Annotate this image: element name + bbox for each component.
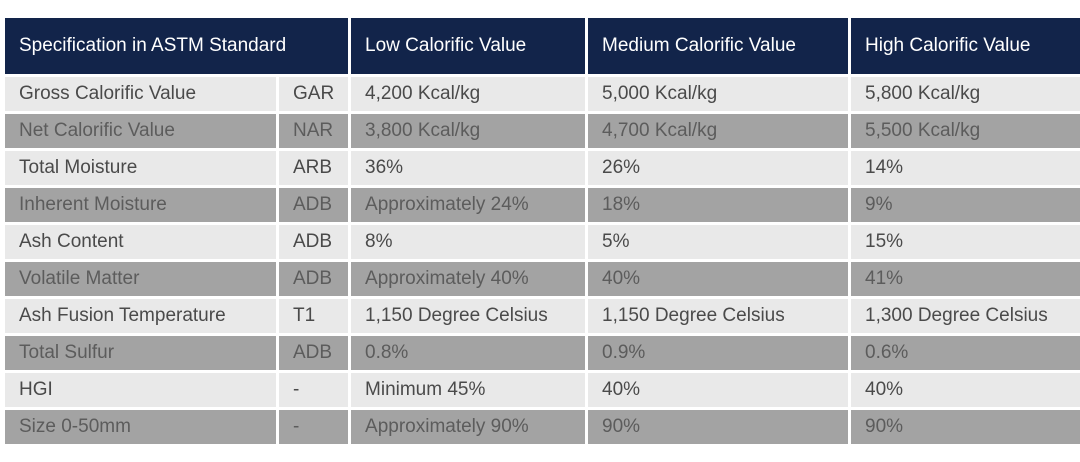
- cell-medium: 90%: [588, 410, 849, 444]
- cell-low: Approximately 40%: [351, 262, 586, 296]
- cell-spec: HGI: [5, 373, 276, 407]
- cell-high: 5,800 Kcal/kg: [851, 77, 1080, 111]
- table-row: Volatile Matter ADB Approximately 40% 40…: [5, 262, 1080, 296]
- cell-low: 8%: [351, 225, 586, 259]
- coal-spec-table: Specification in ASTM Standard Low Calor…: [2, 15, 1080, 447]
- cell-low: 1,150 Degree Celsius: [351, 299, 586, 333]
- cell-medium: 26%: [588, 151, 849, 185]
- table-row: HGI - Minimum 45% 40% 40%: [5, 373, 1080, 407]
- cell-high: 40%: [851, 373, 1080, 407]
- cell-low: 3,800 Kcal/kg: [351, 114, 586, 148]
- cell-spec: Volatile Matter: [5, 262, 276, 296]
- cell-low: 36%: [351, 151, 586, 185]
- cell-medium: 18%: [588, 188, 849, 222]
- header-low-calorific: Low Calorific Value: [351, 18, 586, 74]
- table-row: Inherent Moisture ADB Approximately 24% …: [5, 188, 1080, 222]
- cell-spec: Inherent Moisture: [5, 188, 276, 222]
- header-specification: Specification in ASTM Standard: [5, 18, 349, 74]
- cell-basis: ADB: [279, 188, 349, 222]
- cell-basis: ARB: [279, 151, 349, 185]
- cell-medium: 1,150 Degree Celsius: [588, 299, 849, 333]
- cell-high: 15%: [851, 225, 1080, 259]
- cell-low: Approximately 24%: [351, 188, 586, 222]
- table-row: Gross Calorific Value GAR 4,200 Kcal/kg …: [5, 77, 1080, 111]
- table-row: Ash Fusion Temperature T1 1,150 Degree C…: [5, 299, 1080, 333]
- table-header-row: Specification in ASTM Standard Low Calor…: [5, 18, 1080, 74]
- cell-basis: ADB: [279, 262, 349, 296]
- cell-spec: Size 0-50mm: [5, 410, 276, 444]
- cell-high: 5,500 Kcal/kg: [851, 114, 1080, 148]
- cell-high: 1,300 Degree Celsius: [851, 299, 1080, 333]
- cell-high: 9%: [851, 188, 1080, 222]
- cell-spec: Total Moisture: [5, 151, 276, 185]
- cell-low: Approximately 90%: [351, 410, 586, 444]
- cell-spec: Ash Fusion Temperature: [5, 299, 276, 333]
- cell-low: 0.8%: [351, 336, 586, 370]
- cell-medium: 40%: [588, 262, 849, 296]
- cell-low: 4,200 Kcal/kg: [351, 77, 586, 111]
- cell-basis: -: [279, 373, 349, 407]
- cell-high: 14%: [851, 151, 1080, 185]
- table-row: Net Calorific Value NAR 3,800 Kcal/kg 4,…: [5, 114, 1080, 148]
- cell-basis: ADB: [279, 336, 349, 370]
- cell-medium: 40%: [588, 373, 849, 407]
- cell-spec: Gross Calorific Value: [5, 77, 276, 111]
- cell-spec: Ash Content: [5, 225, 276, 259]
- cell-basis: T1: [279, 299, 349, 333]
- cell-spec: Net Calorific Value: [5, 114, 276, 148]
- table-row: Total Moisture ARB 36% 26% 14%: [5, 151, 1080, 185]
- cell-basis: NAR: [279, 114, 349, 148]
- cell-high: 41%: [851, 262, 1080, 296]
- cell-medium: 4,700 Kcal/kg: [588, 114, 849, 148]
- cell-low: Minimum 45%: [351, 373, 586, 407]
- cell-high: 90%: [851, 410, 1080, 444]
- cell-basis: -: [279, 410, 349, 444]
- cell-medium: 0.9%: [588, 336, 849, 370]
- table-row: Total Sulfur ADB 0.8% 0.9% 0.6%: [5, 336, 1080, 370]
- cell-spec: Total Sulfur: [5, 336, 276, 370]
- cell-medium: 5%: [588, 225, 849, 259]
- table-row: Ash Content ADB 8% 5% 15%: [5, 225, 1080, 259]
- header-high-calorific: High Calorific Value: [851, 18, 1080, 74]
- cell-medium: 5,000 Kcal/kg: [588, 77, 849, 111]
- cell-high: 0.6%: [851, 336, 1080, 370]
- cell-basis: ADB: [279, 225, 349, 259]
- table-row: Size 0-50mm - Approximately 90% 90% 90%: [5, 410, 1080, 444]
- header-medium-calorific: Medium Calorific Value: [588, 18, 849, 74]
- cell-basis: GAR: [279, 77, 349, 111]
